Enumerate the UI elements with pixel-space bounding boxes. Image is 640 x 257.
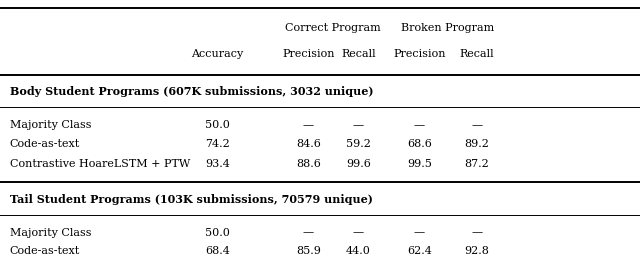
Text: —: — — [303, 120, 314, 130]
Text: 59.2: 59.2 — [346, 139, 371, 149]
Text: 84.6: 84.6 — [296, 139, 321, 149]
Text: 68.4: 68.4 — [205, 246, 230, 256]
Text: 89.2: 89.2 — [465, 139, 489, 149]
Text: Contrastive HoareLSTM + PTW: Contrastive HoareLSTM + PTW — [10, 160, 190, 169]
Text: 62.4: 62.4 — [407, 246, 431, 256]
Text: —: — — [413, 228, 425, 237]
Text: Broken Program: Broken Program — [401, 23, 495, 33]
Text: Recall: Recall — [460, 49, 494, 59]
Text: Recall: Recall — [341, 49, 376, 59]
Text: Precision: Precision — [393, 49, 445, 59]
Text: 68.6: 68.6 — [407, 139, 431, 149]
Text: 85.9: 85.9 — [296, 246, 321, 256]
Text: —: — — [471, 120, 483, 130]
Text: Accuracy: Accuracy — [191, 49, 244, 59]
Text: Body Student Programs (607K submissions, 3032 unique): Body Student Programs (607K submissions,… — [10, 86, 373, 97]
Text: Majority Class: Majority Class — [10, 228, 91, 237]
Text: Correct Program: Correct Program — [285, 23, 381, 33]
Text: —: — — [353, 228, 364, 237]
Text: —: — — [303, 228, 314, 237]
Text: —: — — [471, 228, 483, 237]
Text: 92.8: 92.8 — [465, 246, 489, 256]
Text: 50.0: 50.0 — [205, 120, 230, 130]
Text: Precision: Precision — [282, 49, 335, 59]
Text: 93.4: 93.4 — [205, 160, 230, 169]
Text: Tail Student Programs (103K submissions, 70579 unique): Tail Student Programs (103K submissions,… — [10, 194, 372, 205]
Text: 88.6: 88.6 — [296, 160, 321, 169]
Text: Code-as-text: Code-as-text — [10, 246, 80, 256]
Text: 99.6: 99.6 — [346, 160, 371, 169]
Text: 50.0: 50.0 — [205, 228, 230, 237]
Text: 74.2: 74.2 — [205, 139, 230, 149]
Text: 99.5: 99.5 — [407, 160, 431, 169]
Text: —: — — [413, 120, 425, 130]
Text: Majority Class: Majority Class — [10, 120, 91, 130]
Text: 44.0: 44.0 — [346, 246, 371, 256]
Text: Code-as-text: Code-as-text — [10, 139, 80, 149]
Text: —: — — [353, 120, 364, 130]
Text: 87.2: 87.2 — [465, 160, 489, 169]
